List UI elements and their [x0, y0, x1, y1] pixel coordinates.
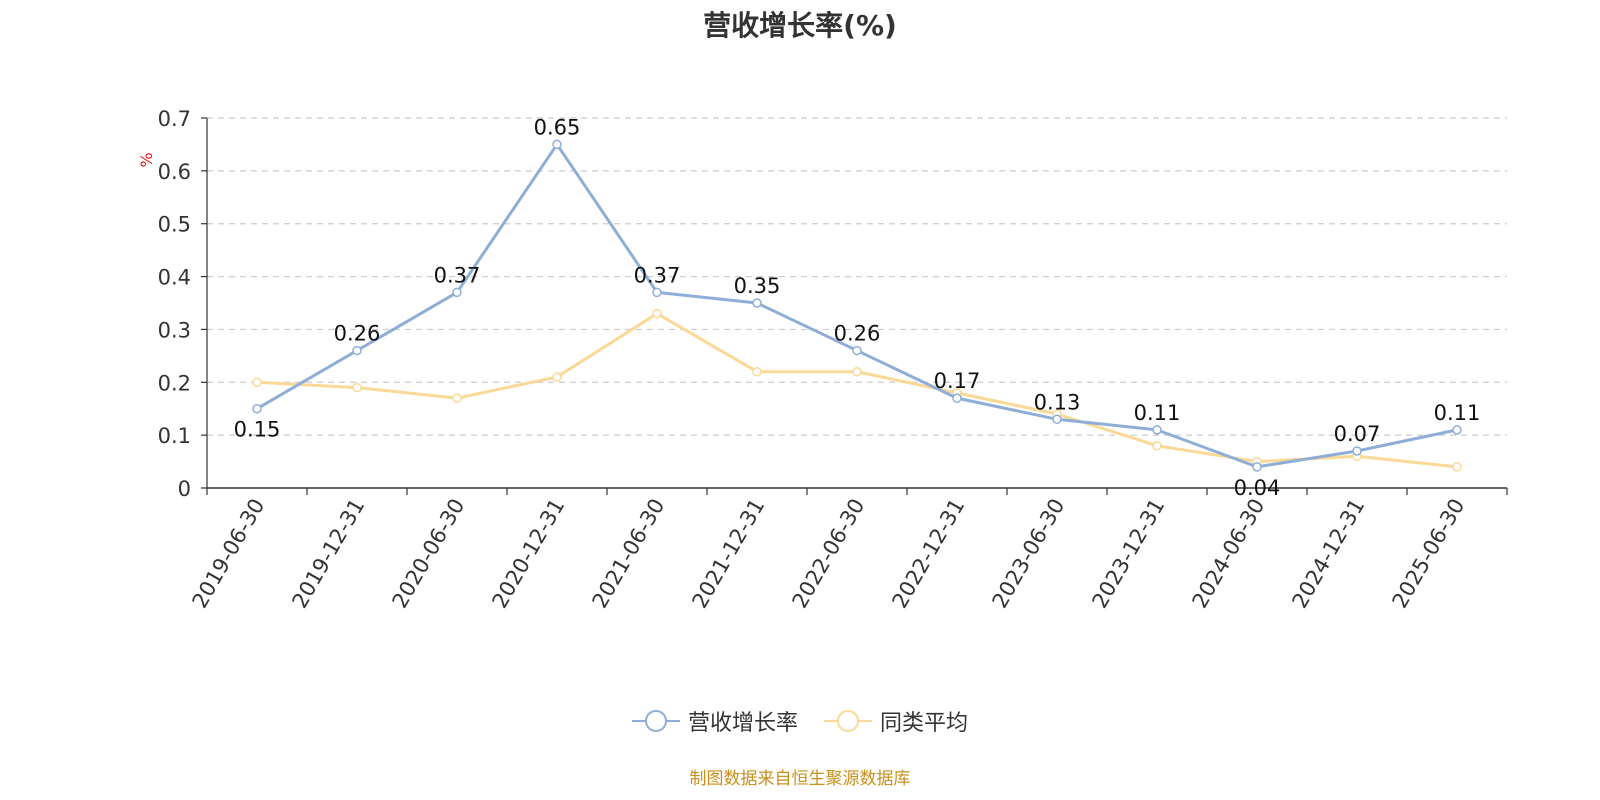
series-point-0 [1452, 425, 1462, 435]
x-tick-label: 2025-06-30 [1388, 495, 1470, 613]
data-label: 0.26 [334, 322, 381, 346]
y-axis-label: % [137, 152, 156, 167]
x-tick-label: 2022-12-31 [888, 495, 970, 613]
x-tick-label: 2021-12-31 [688, 495, 770, 613]
data-label: 0.07 [1334, 422, 1381, 446]
data-label: 0.65 [534, 115, 581, 139]
series-point-0 [252, 403, 262, 414]
x-tick-label: 2024-12-31 [1288, 495, 1370, 613]
series-point-0 [652, 287, 662, 298]
x-tick-label: 2020-06-30 [388, 495, 470, 613]
series-point-1 [452, 393, 462, 403]
legend-swatch-revenue-growth [631, 710, 680, 732]
legend: 营收增长率 同类平均 [0, 704, 1600, 738]
x-tick-label: 2022-06-30 [788, 495, 870, 613]
series-point-1 [252, 377, 262, 388]
y-tick-label: 0.6 [158, 160, 191, 184]
x-tick-label: 2019-12-31 [288, 495, 370, 613]
series-point-0 [1252, 462, 1262, 472]
data-source-note: 制图数据来自恒生聚源数据库 [689, 769, 911, 789]
legend-item-revenue-growth[interactable]: 营收增长率 [631, 705, 798, 737]
y-tick-label: 0.2 [158, 371, 191, 395]
series-point-0 [852, 345, 862, 356]
data-label: 0.04 [1234, 476, 1281, 500]
series-point-1 [752, 366, 762, 377]
legend-item-peer-average[interactable]: 同类平均 [824, 705, 968, 737]
series-point-0 [1352, 446, 1362, 456]
series-point-1 [1452, 462, 1462, 472]
x-tick-label: 2019-06-30 [188, 495, 270, 613]
x-tick-label: 2023-12-31 [1088, 495, 1170, 613]
y-tick-label: 0.5 [158, 213, 191, 237]
series-point-1 [1152, 440, 1162, 451]
data-label: 0.17 [934, 369, 981, 393]
chart-title: 营收增长率(%) [703, 9, 897, 42]
series-point-0 [952, 393, 962, 403]
data-label: 0.26 [834, 322, 881, 346]
data-label: 0.11 [1434, 401, 1481, 425]
x-tick-label: 2020-12-31 [488, 495, 570, 613]
series-point-1 [652, 308, 662, 319]
legend-swatch-peer-average [824, 710, 872, 732]
series-point-0 [1052, 414, 1062, 425]
series-point-1 [852, 366, 862, 377]
series-point-1 [552, 372, 562, 382]
data-label: 0.37 [434, 263, 481, 287]
x-tick-label: 2023-06-30 [988, 495, 1070, 613]
data-label: 0.11 [1134, 401, 1181, 425]
data-label: 0.13 [1034, 390, 1081, 414]
series-point-0 [452, 287, 462, 298]
series-point-1 [352, 382, 362, 393]
series-point-0 [352, 345, 362, 356]
y-tick-label: 0.1 [158, 424, 191, 448]
legend-label-revenue-growth: 营收增长率 [687, 711, 798, 736]
series-point-0 [552, 139, 562, 150]
y-tick-label: 0.4 [158, 266, 191, 290]
y-tick-label: 0 [178, 477, 191, 501]
y-tick-label: 0.3 [158, 318, 191, 342]
y-tick-label: 0.7 [158, 107, 191, 131]
series-point-0 [752, 298, 762, 308]
x-tick-label: 2021-06-30 [588, 495, 670, 613]
legend-label-peer-average: 同类平均 [880, 711, 969, 736]
x-tick-label: 2024-06-30 [1188, 495, 1270, 613]
series-line-0 [256, 142, 1458, 469]
data-label: 0.35 [734, 274, 781, 298]
data-label: 0.37 [634, 263, 681, 287]
series-point-0 [1152, 425, 1162, 435]
data-label: 0.15 [234, 418, 281, 442]
